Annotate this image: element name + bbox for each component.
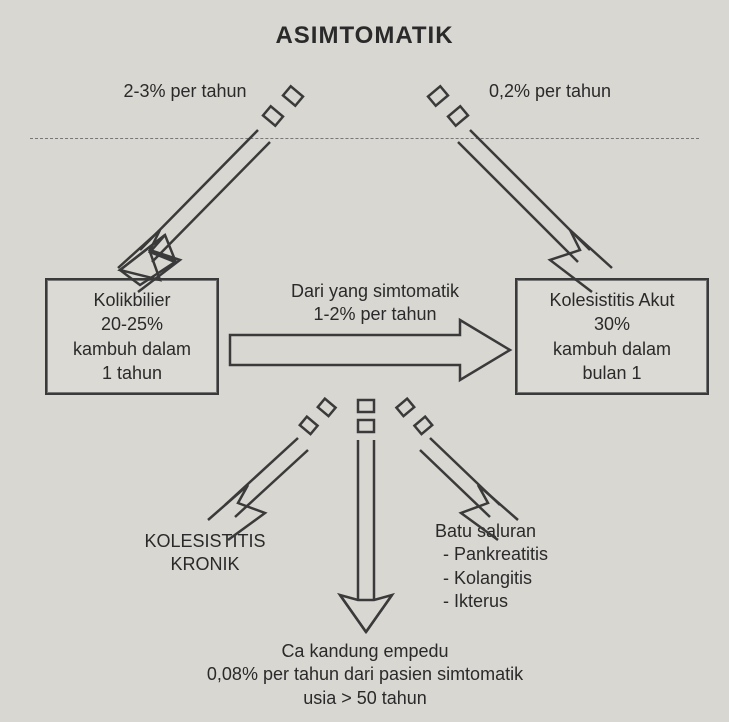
box-left-line2: 20-25% xyxy=(101,314,163,334)
kk-line2: KRONIK xyxy=(170,554,239,574)
box-right-line4: bulan 1 xyxy=(582,363,641,383)
batu-item-2: - Ikterus xyxy=(435,590,605,613)
arrow-top-right xyxy=(428,86,612,292)
diagram-canvas: ASIMTOMATIK 2-3% per tahun 0,2% per tahu… xyxy=(0,0,729,722)
arrow-top-left xyxy=(118,86,303,292)
box-right-line2: 30% xyxy=(594,314,630,334)
divider-line xyxy=(30,138,699,139)
label-middle-caption: Dari yang simtomatik 1-2% per tahun xyxy=(255,280,495,327)
bc-line1: Ca kandung empedu xyxy=(281,641,448,661)
label-top-right-rate: 0,2% per tahun xyxy=(460,80,640,103)
label-top-left-rate: 2-3% per tahun xyxy=(95,80,275,103)
arrow-lower-left xyxy=(208,399,336,540)
box-kolesistitis-akut: Kolesistitis Akut 30% kambuh dalam bulan… xyxy=(515,278,709,395)
diagram-title: ASIMTOMATIK xyxy=(0,22,729,50)
box-left-line3: kambuh dalam xyxy=(73,339,191,359)
label-ca-kandung-empedu: Ca kandung empedu 0,08% per tahun dari p… xyxy=(140,640,590,710)
arrow-lower-right xyxy=(396,399,518,540)
label-kolesistitis-kronik: KOLESISTITIS KRONIK xyxy=(115,530,295,577)
box-left-line4: 1 tahun xyxy=(102,363,162,383)
batu-item-0: - Pankreatitis xyxy=(435,543,605,566)
kk-line1: KOLESISTITIS xyxy=(144,531,265,551)
middle-caption-line1: Dari yang simtomatik xyxy=(291,281,459,301)
box-kolikbilier: Kolikbilier 20-25% kambuh dalam 1 tahun xyxy=(45,278,219,395)
middle-caption-line2: 1-2% per tahun xyxy=(313,304,436,324)
arrow-middle-horizontal xyxy=(230,320,510,380)
batu-title: Batu saluran xyxy=(435,520,605,543)
box-right-line3: kambuh dalam xyxy=(553,339,671,359)
batu-item-1: - Kolangitis xyxy=(435,567,605,590)
bc-line2: 0,08% per tahun dari pasien simtomatik xyxy=(207,664,523,684)
label-batu-saluran: Batu saluran - Pankreatitis - Kolangitis… xyxy=(435,520,605,614)
bc-line3: usia > 50 tahun xyxy=(303,688,427,708)
arrow-center-down xyxy=(340,400,392,632)
box-right-line1: Kolesistitis Akut xyxy=(549,290,674,310)
box-left-line1: Kolikbilier xyxy=(93,290,170,310)
